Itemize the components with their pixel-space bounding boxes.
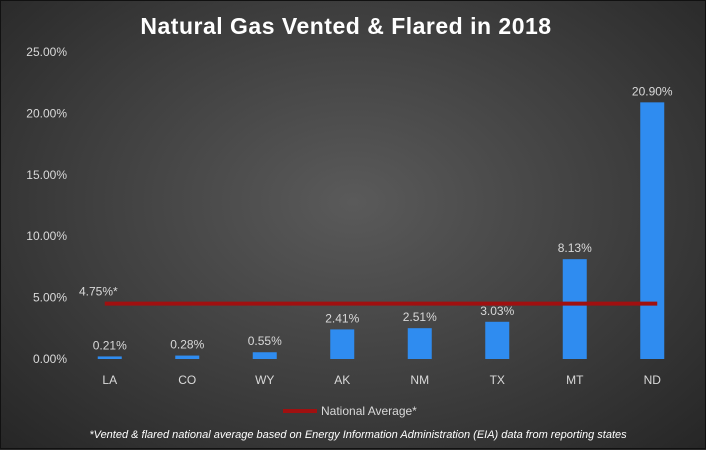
bar-nm bbox=[407, 328, 432, 359]
national-average-label: 4.75%* bbox=[79, 285, 118, 299]
y-tick-label: 5.00% bbox=[33, 291, 67, 305]
bars bbox=[97, 102, 665, 360]
bar-la bbox=[97, 356, 122, 359]
x-tick-wy: WY bbox=[255, 373, 274, 387]
x-tick-mt: MT bbox=[566, 373, 584, 387]
data-label-tx: 3.03% bbox=[480, 304, 514, 318]
x-tick-la: LA bbox=[102, 373, 117, 387]
y-tick-label: 20.00% bbox=[26, 106, 67, 120]
y-tick-label: 25.00% bbox=[26, 45, 67, 59]
x-tick-nd: ND bbox=[644, 373, 662, 387]
y-tick-label: 0.00% bbox=[33, 352, 67, 366]
x-tick-tx: TX bbox=[490, 373, 505, 387]
x-tick-ak: AK bbox=[334, 373, 350, 387]
bar-nd bbox=[640, 102, 665, 360]
data-labels: 0.21% 0.28% 0.55% 2.41% 2.51% 3.03% 8.13% 20.90… bbox=[93, 84, 673, 352]
bar-mt bbox=[562, 259, 587, 359]
y-axis: 0.00% 5.00% 10.00% 15.00% 20.00% 25.00% bbox=[26, 45, 67, 366]
y-tick-label: 15.00% bbox=[26, 168, 67, 182]
bar-wy bbox=[252, 352, 277, 359]
data-label-la: 0.21% bbox=[93, 338, 127, 352]
data-label-nm: 2.51% bbox=[403, 310, 437, 324]
data-label-nd: 20.90% bbox=[632, 84, 673, 98]
legend-label-national-average: National Average* bbox=[321, 404, 417, 418]
data-label-co: 0.28% bbox=[170, 338, 204, 352]
data-label-wy: 0.55% bbox=[248, 334, 282, 348]
bar-tx bbox=[485, 321, 510, 359]
bar-ak bbox=[330, 329, 355, 359]
data-label-ak: 2.41% bbox=[325, 311, 359, 325]
data-label-mt: 8.13% bbox=[558, 241, 592, 255]
x-tick-co: CO bbox=[178, 373, 196, 387]
x-axis: LA CO WY AK NM TX MT ND bbox=[102, 373, 661, 387]
y-tick-label: 10.00% bbox=[26, 229, 67, 243]
bar-co bbox=[175, 355, 200, 359]
x-tick-nm: NM bbox=[410, 373, 429, 387]
footnote: *Vented & flared national average based … bbox=[89, 429, 627, 441]
chart-title: Natural Gas Vented & Flared in 2018 bbox=[140, 13, 551, 39]
